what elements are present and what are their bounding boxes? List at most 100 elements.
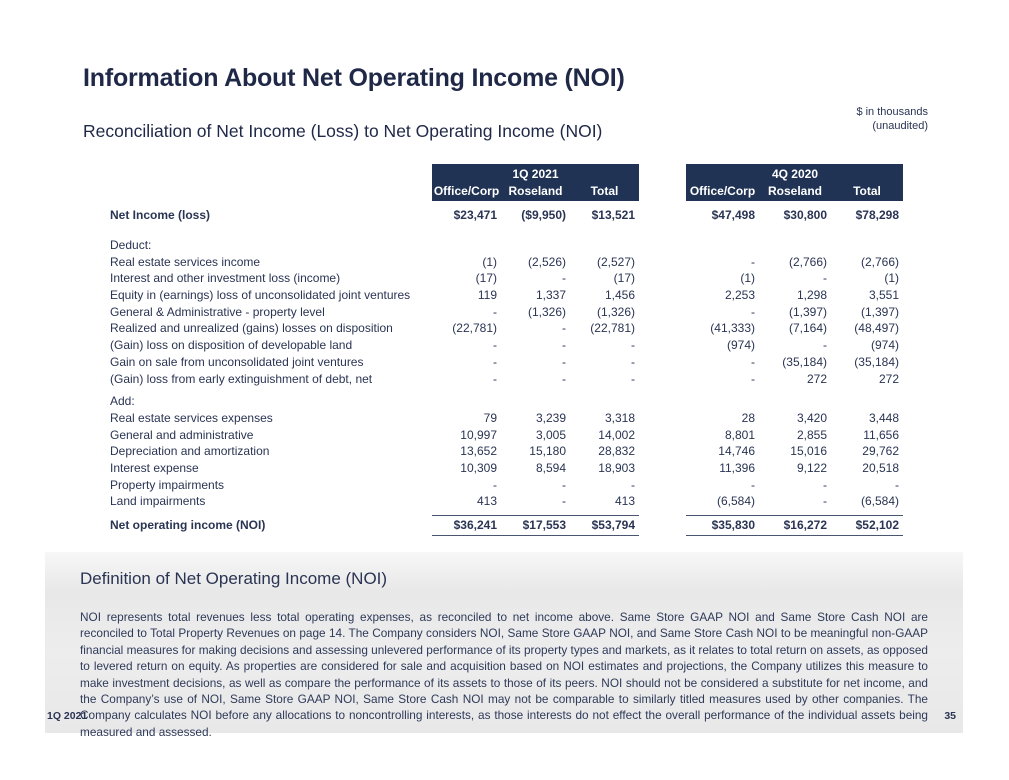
add-rows: Real estate services expenses 79 3,239 3,31…: [110, 410, 905, 510]
row-value: 18,903: [598, 460, 635, 475]
row-value: 3,239: [535, 410, 566, 425]
definition-box: Definition of Net Operating Income (NOI)…: [45, 552, 963, 739]
row-value: $36,241: [432, 514, 501, 536]
row-label: Equity in (earnings) loss of unconsolida…: [110, 288, 411, 303]
row-value: (1,326): [596, 304, 635, 319]
row-value: -: [562, 371, 566, 386]
row-value: -: [631, 371, 635, 386]
table-row: General and administrative 10,997 3,005 14,…: [110, 426, 905, 443]
row-value: (35,184): [854, 354, 899, 369]
table-row: Interest expense 10,309 8,594 18,903 11,396 9…: [110, 460, 905, 477]
row-value: -: [823, 338, 827, 353]
row-value: (1,326): [527, 304, 566, 319]
row-value: 272: [806, 371, 827, 386]
row-value: (2,526): [527, 254, 566, 269]
row-value: 1,337: [535, 288, 566, 303]
row-value: 1,456: [604, 288, 635, 303]
row-value: -: [562, 321, 566, 336]
row-value: (1,397): [860, 304, 899, 319]
units-note: $ in thousands (unaudited): [0, 105, 928, 133]
row-label: Depreciation and amortization: [110, 444, 270, 459]
row-value: 10,997: [460, 427, 497, 442]
row-label: (Gain) loss on disposition of developabl…: [110, 338, 353, 353]
row-value: 3,448: [868, 410, 899, 425]
table-row: (Gain) loss on disposition of developabl…: [110, 337, 905, 354]
column-header: Office/Corp: [689, 184, 756, 198]
row-value: -: [823, 477, 827, 492]
row-value: (41,333): [710, 321, 755, 336]
row-value: (2,527): [596, 254, 635, 269]
row-value: (17): [613, 271, 635, 286]
row-value: (6,584): [716, 494, 755, 509]
row-value: $23,471: [453, 208, 497, 223]
net-income-row: Net Income (loss) $23,471 ($9,950) $13,5…: [110, 207, 905, 224]
row-value: 9,122: [796, 460, 827, 475]
row-value: -: [562, 477, 566, 492]
row-value: -: [493, 371, 497, 386]
footer-page-number: 35: [944, 710, 956, 722]
row-value: -: [751, 304, 755, 319]
row-value: 3,551: [868, 288, 899, 303]
row-value: $52,102: [831, 514, 903, 536]
row-value: 413: [476, 494, 497, 509]
row-value: (974): [870, 338, 899, 353]
reconciliation-table: 1Q 2021 Office/Corp Roseland Total 4Q 20…: [110, 164, 905, 536]
row-label: Real estate services income: [110, 254, 261, 269]
table-row: Depreciation and amortization 13,652 15,18…: [110, 443, 905, 460]
row-value: 3,318: [604, 410, 635, 425]
table-row: Equity in (earnings) loss of unconsolida…: [110, 287, 905, 304]
footer-quarter-label: 1Q 2021: [47, 710, 88, 722]
row-value: (6,584): [860, 494, 899, 509]
row-value: 119: [477, 288, 497, 303]
section-label: Add:: [110, 394, 135, 409]
period-label: 1Q 2021: [512, 167, 559, 181]
row-value: -: [562, 354, 566, 369]
row-value: 15,180: [529, 444, 566, 459]
row-value: -: [895, 477, 899, 492]
row-label: Interest expense: [110, 460, 199, 475]
row-label: Realized and unrealized (gains) losses o…: [110, 321, 393, 336]
row-value: 28,832: [598, 444, 635, 459]
row-value: 413: [614, 494, 635, 509]
row-value: -: [631, 477, 635, 492]
row-value: (2,766): [788, 254, 827, 269]
row-value: (7,164): [788, 321, 827, 336]
row-value: 15,016: [790, 444, 827, 459]
row-label: Net Income (loss): [110, 208, 211, 223]
row-value: (1): [740, 271, 755, 286]
row-value: 2,855: [796, 427, 827, 442]
row-value: -: [493, 354, 497, 369]
column-header: Total: [590, 184, 619, 198]
net-operating-income-row: Net operating income (NOI) $36,241 $17,5…: [110, 514, 905, 536]
row-value: -: [751, 254, 755, 269]
row-value: 79: [483, 410, 497, 425]
row-value: -: [751, 354, 755, 369]
row-value: -: [562, 338, 566, 353]
row-label: Real estate services expenses: [110, 410, 273, 425]
row-value: 1,298: [796, 288, 827, 303]
row-label: Net operating income (NOI): [110, 518, 266, 533]
header-group-4q2020: 4Q 2020 Office/Corp Roseland Total: [686, 164, 903, 201]
row-value: -: [493, 477, 497, 492]
row-label: Interest and other investment loss (inco…: [110, 271, 341, 286]
row-value: (17): [475, 271, 497, 286]
deduct-section-label-row: Deduct:: [110, 237, 905, 254]
row-label: (Gain) loss from early extinguishment of…: [110, 371, 373, 386]
column-header: Total: [853, 184, 881, 198]
row-value: $35,830: [686, 514, 759, 536]
row-value: 14,746: [718, 444, 755, 459]
table-row: Interest and other investment loss (inco…: [110, 270, 905, 287]
row-value: -: [631, 354, 635, 369]
units-note-line1: $ in thousands: [856, 106, 928, 118]
row-value: -: [493, 338, 497, 353]
row-label: Property impairments: [110, 477, 225, 492]
column-header: Roseland: [508, 184, 563, 198]
row-value: 2,253: [724, 288, 755, 303]
table-row: Realized and unrealized (gains) losses o…: [110, 320, 905, 337]
row-value: (1): [884, 271, 899, 286]
row-value: -: [562, 271, 566, 286]
row-value: -: [562, 494, 566, 509]
row-value: ($9,950): [521, 208, 566, 223]
row-value: $47,498: [711, 208, 755, 223]
row-value: -: [631, 338, 635, 353]
